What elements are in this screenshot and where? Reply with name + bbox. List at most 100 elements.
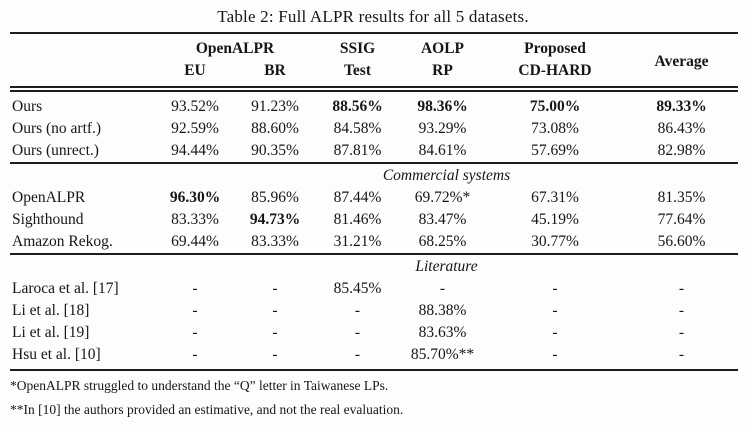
cell-test: 87.81% [333,142,382,159]
header-empty-cell [10,32,155,60]
section-header-literature: Literature [10,253,738,278]
cell-cdhard: 30.77% [531,233,579,250]
row-label: Sighthound [12,211,84,228]
cell-cdhard: - [552,280,558,297]
cell-test: - [315,344,400,371]
cell-average: 86.43% [657,120,706,137]
cell-test: 85.45% [333,280,382,297]
cell-br: - [272,280,278,297]
cell-rp: 69.72%* [414,189,471,206]
row-label: Li et al. [18] [12,302,90,319]
header-group-row: OpenALPR SSIG AOLP Proposed Average [10,32,738,70]
table-row-openalpr: OpenALPR 96.30% 85.96% 87.44% 69.72%* 67… [10,187,738,209]
cell-rp: 93.29% [418,120,467,137]
col-group-openalpr: OpenALPR [155,32,315,60]
cell-rp: - [439,280,446,297]
table-row-li-18: Li et al. [18] - - - 88.38% - - [10,300,738,322]
section-header-commercial: Commercial systems [10,162,738,187]
cell-test: 81.46% [333,211,382,228]
cell-average: 77.64% [657,211,706,228]
col-header-cdhard: CD-HARD [518,62,592,79]
cell-cdhard: - [552,324,558,341]
cell-average: 56.60% [657,233,706,250]
col-header-test: Test [344,62,371,79]
row-label: Amazon Rekog. [12,233,113,250]
table-caption: Table 2: Full ALPR results for all 5 dat… [217,7,529,26]
cell-eu: - [192,302,198,319]
cell-test: 84.58% [333,120,382,137]
section-title: Commercial systems [155,162,738,187]
row-label: Hsu et al. [10] [10,344,155,371]
cell-eu: 92.59% [171,120,219,137]
table-row-ours-no-artf: Ours (no artf.) 92.59% 88.60% 84.58% 93.… [10,118,738,140]
cell-average: - [678,324,685,341]
cell-cdhard: - [552,302,558,319]
cell-cdhard: - [485,344,625,371]
footnote-hsu-estimate: **In [10] the authors provided an estima… [10,402,404,417]
cell-br: - [272,302,278,319]
cell-br: 94.73% [249,211,301,228]
table-row-hsu: Hsu et al. [10] - - - 85.70%** - - [10,344,738,371]
results-table: OpenALPR SSIG AOLP Proposed Average EU B… [10,32,738,371]
cell-cdhard: 75.00% [529,98,581,115]
cell-average: 89.33% [656,98,707,115]
cell-br: 85.96% [251,189,299,206]
cell-br: 90.35% [251,142,299,159]
col-group-aolp: AOLP [400,32,485,60]
double-rule [10,86,738,92]
col-header-average: Average [625,32,738,86]
cell-br: 83.33% [251,233,299,250]
cell-average: - [625,344,738,371]
cell-rp: 84.61% [418,142,467,159]
cell-eu: - [192,324,198,341]
cell-test: 87.44% [333,189,382,206]
col-group-proposed: Proposed [485,32,625,60]
cell-eu: - [155,344,235,371]
col-header-eu: EU [184,62,206,79]
row-label: Ours (no artf.) [12,120,102,137]
section-empty-cell [10,162,155,187]
table-row-li-19: Li et al. [19] - - - 83.63% - - [10,322,738,344]
cell-eu: - [192,280,198,297]
cell-cdhard: 73.08% [531,120,579,137]
footnote-openalpr-q: *OpenALPR struggled to understand the “Q… [10,378,389,393]
row-label: Ours [12,98,43,115]
table-footnotes: *OpenALPR struggled to understand the “Q… [10,378,746,418]
col-group-ssig: SSIG [315,32,400,60]
section-title: Literature [155,253,738,278]
header-sub-row: EU BR Test RP CD-HARD [10,60,738,86]
cell-rp: 83.63% [418,324,467,341]
cell-rp: 68.25% [418,233,467,250]
cell-test: 88.56% [332,98,383,115]
cell-test: 31.21% [333,233,382,250]
section-empty-cell [10,253,155,278]
row-label: Li et al. [19] [12,324,90,341]
cell-rp: 85.70%** [400,344,485,371]
cell-br: 91.23% [251,98,299,115]
cell-cdhard: 57.69% [531,142,579,159]
table-row-sighthound: Sighthound 83.33% 94.73% 81.46% 83.47% 4… [10,209,738,231]
cell-rp: 88.38% [418,302,467,319]
cell-br: - [235,344,315,371]
header-empty-cell [10,60,155,86]
col-header-rp: RP [432,62,453,79]
row-label: OpenALPR [12,189,86,206]
cell-eu: 83.33% [171,211,219,228]
cell-cdhard: 67.31% [531,189,579,206]
cell-rp: 83.47% [418,211,467,228]
row-label: Laroca et al. [17] [12,280,119,297]
table-row-laroca: Laroca et al. [17] - - 85.45% - - - [10,278,738,300]
cell-average: 81.35% [657,189,706,206]
row-label: Ours (unrect.) [12,142,99,159]
cell-eu: 93.52% [171,98,219,115]
table-row-ours-unrect: Ours (unrect.) 94.44% 90.35% 87.81% 84.6… [10,140,738,162]
cell-eu: 69.44% [171,233,219,250]
cell-rp: 98.36% [417,98,468,115]
cell-br: - [272,324,278,341]
cell-average: 82.98% [657,142,706,159]
table-row-amazon-rekog: Amazon Rekog. 69.44% 83.33% 31.21% 68.25… [10,231,738,253]
col-header-br: BR [264,62,286,79]
cell-average: - [678,280,685,297]
cell-test: - [354,324,361,341]
